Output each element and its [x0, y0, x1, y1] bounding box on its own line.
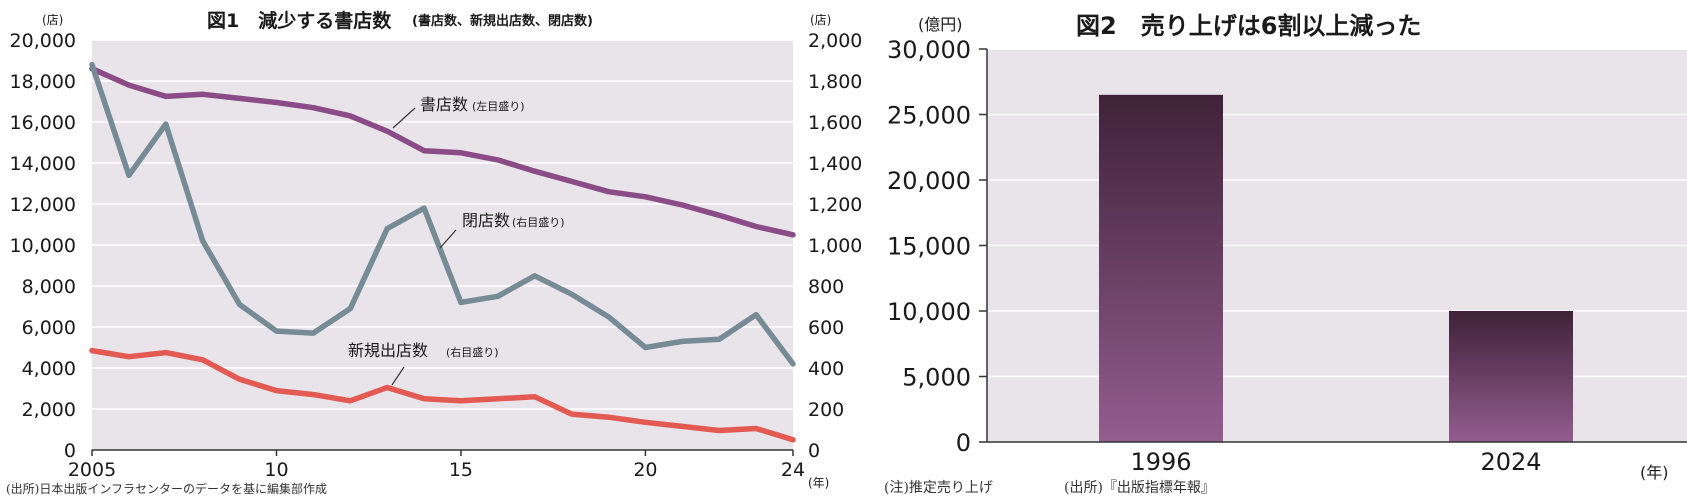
chart1-y-tick-left: 14,000 [10, 153, 76, 175]
chart1-title: 図1 減少する書店数 [207, 9, 392, 32]
chart1-label-books: 書店数 (左目盛り) [392, 95, 525, 129]
chart1-series-name-books: 書店数 [420, 95, 468, 114]
chart1-y-tick-left: 20,000 [10, 30, 76, 52]
chart1-leader-books [392, 107, 416, 129]
chart1-y-tick-right: 400 [808, 358, 844, 380]
chart1-y-tick-right: 1,000 [808, 235, 862, 257]
chart1-x-tick-label: 24 [781, 459, 805, 481]
chart1-y-tick-right: 1,400 [808, 153, 862, 175]
chart2: 0 5,000 10,000 15,000 20,000 25,000 30,000 1996… [884, 12, 1687, 496]
chart2-y-tick-label: 15,000 [887, 233, 971, 261]
chart1-series-note-closed: (右目盛り) [512, 215, 565, 229]
chart2-title: 図2 売り上げは6割以上減った [1076, 12, 1421, 40]
chart2-y-tick-label: 0 [956, 429, 971, 457]
chart1-y-tick-right: 1,800 [808, 71, 862, 93]
chart1-x-tick-label: 20 [633, 459, 657, 481]
chart1-y-tick-left: 8,000 [22, 276, 76, 298]
chart1-line-new [89, 347, 796, 443]
chart2-y-tick-label: 30,000 [887, 36, 971, 64]
chart1-label-closed: 閉店数 (右目盛り) [439, 211, 565, 249]
chart1-x-tick-label: 2005 [68, 459, 116, 481]
chart2-x-tick-label: 1996 [1130, 448, 1191, 476]
chart1-y-tick-right: 1,600 [808, 112, 862, 134]
chart1-y-tick-right: 2,000 [808, 30, 862, 52]
chart1-series-note-books: (左目盛り) [472, 99, 525, 113]
chart2-source: (出所)『出版指標年報』 [1064, 480, 1215, 496]
chart1-y-tick-right: 0 [808, 440, 820, 462]
chart1: 0 0 2,000 200 4,000 400 6,000 600 8,000 800 10,000… [6, 9, 862, 496]
chart2-x-unit: (年) [1640, 463, 1669, 482]
chart1-left-unit: (店) [42, 13, 63, 27]
chart1-y-tick-left: 16,000 [10, 112, 76, 134]
chart1-line-closed [89, 61, 796, 367]
chart2-x-tick-label: 2024 [1480, 448, 1541, 476]
chart2-bar-1996 [1099, 94, 1223, 442]
chart1-series [89, 61, 796, 443]
chart1-y-tick-left: 0 [64, 440, 76, 462]
chart1-x-tick-label: 10 [264, 459, 288, 481]
chart2-bars [1099, 94, 1573, 442]
chart1-y-tick-left: 4,000 [22, 358, 76, 380]
chart1-source: (出所)日本出版インフラセンターのデータを基に編集部作成 [6, 481, 327, 496]
chart1-series-name-closed: 閉店数 [462, 211, 510, 230]
chart1-x-unit: (年) [808, 476, 829, 490]
chart1-y-tick-right: 800 [808, 276, 844, 298]
chart2-y-tick-label: 25,000 [887, 102, 971, 130]
chart1-y-tick-left: 10,000 [10, 235, 76, 257]
chart2-note: (注)推定売り上げ [884, 480, 993, 496]
chart1-leader-closed [439, 229, 457, 249]
chart1-label-new: 新規出店数 (右目盛り) [348, 341, 499, 386]
chart1-axes: 0 0 2,000 200 4,000 400 6,000 600 8,000 800 10,000… [10, 30, 863, 481]
chart1-line-books [89, 65, 796, 238]
chart2-y-tick-label: 10,000 [887, 298, 971, 326]
chart2-y-unit: (億円) [918, 15, 963, 34]
chart1-series-note-new: (右目盛り) [446, 345, 499, 359]
chart1-y-tick-left: 18,000 [10, 71, 76, 93]
chart1-y-tick-left: 12,000 [10, 194, 76, 216]
chart2-axes: 0 5,000 10,000 15,000 20,000 25,000 30,000 1996… [887, 36, 1687, 476]
chart1-y-tick-left: 6,000 [22, 317, 76, 339]
chart1-gridlines [92, 39, 793, 410]
chart1-subtitle: (書店数、新規出店数、閉店数) [412, 13, 593, 29]
chart2-bar-2024 [1449, 311, 1573, 442]
chart1-y-tick-right: 1,200 [808, 194, 862, 216]
chart1-x-tick-label: 15 [449, 459, 473, 481]
chart2-y-tick-label: 5,000 [902, 364, 971, 392]
chart2-y-tick-label: 20,000 [887, 167, 971, 195]
chart1-y-tick-right: 600 [808, 317, 844, 339]
chart1-leader-new [391, 366, 405, 386]
chart1-series-name-new: 新規出店数 [348, 341, 428, 360]
chart1-y-tick-right: 200 [808, 399, 844, 421]
chart1-y-tick-left: 2,000 [22, 399, 76, 421]
chart1-right-unit: (店) [810, 13, 831, 27]
